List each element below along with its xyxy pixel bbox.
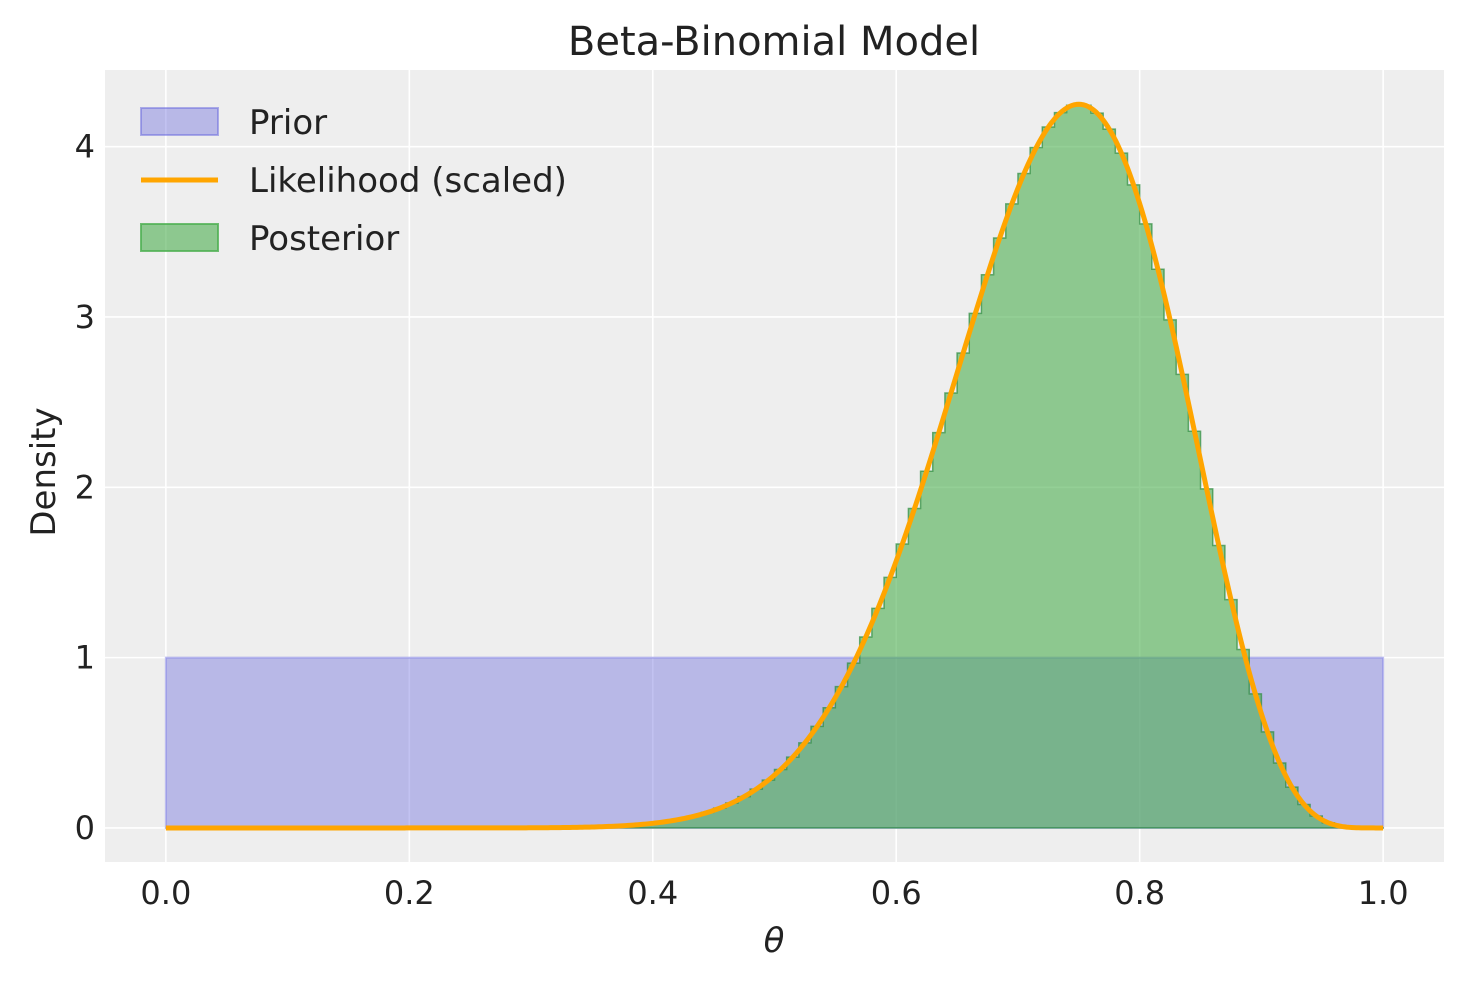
x-tick-label: 1.0 [1358, 874, 1409, 912]
legend-swatch-posterior [140, 223, 219, 252]
legend-label-likelihood: Likelihood (scaled) [249, 161, 567, 201]
legend-swatch-prior [140, 107, 219, 136]
series-layer [164, 101, 1385, 831]
likelihood-line [165, 101, 1384, 831]
x-axis-label: θ [764, 921, 785, 961]
y-tick-label: 3 [75, 298, 95, 336]
y-tick-label: 1 [75, 639, 95, 677]
x-tick-label: 0.2 [384, 874, 435, 912]
y-axis-label: Density [24, 407, 64, 536]
x-tick-label: 0.0 [140, 874, 191, 912]
legend-label-posterior: Posterior [249, 219, 399, 259]
y-tick-label: 0 [75, 809, 95, 847]
chart-title: Beta-Binomial Model [568, 19, 980, 65]
legend: Prior Likelihood (scaled) Posterior [140, 103, 567, 259]
y-tick-label: 2 [75, 468, 95, 506]
tick-labels: 0.0 0.2 0.4 0.6 0.8 1.0 0 1 2 3 4 [75, 128, 1409, 912]
x-tick-label: 0.6 [871, 874, 922, 912]
legend-label-prior: Prior [249, 103, 327, 143]
x-tick-label: 0.8 [1114, 874, 1165, 912]
x-tick-label: 0.4 [627, 874, 678, 912]
y-tick-label: 4 [75, 128, 95, 166]
